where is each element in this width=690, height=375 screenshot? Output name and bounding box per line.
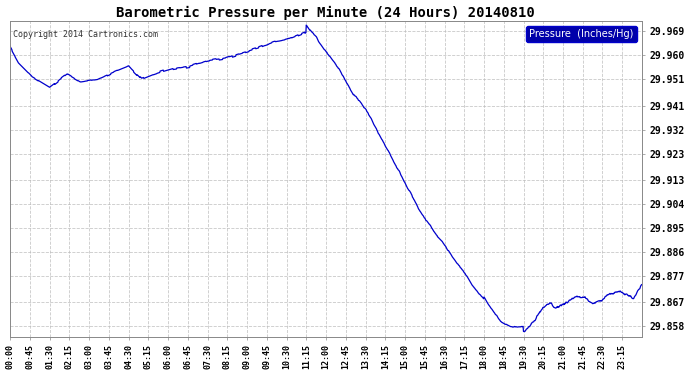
Legend: Pressure  (Inches/Hg): Pressure (Inches/Hg) [526,26,637,42]
Text: Copyright 2014 Cartronics.com: Copyright 2014 Cartronics.com [13,30,158,39]
Title: Barometric Pressure per Minute (24 Hours) 20140810: Barometric Pressure per Minute (24 Hours… [117,6,535,20]
